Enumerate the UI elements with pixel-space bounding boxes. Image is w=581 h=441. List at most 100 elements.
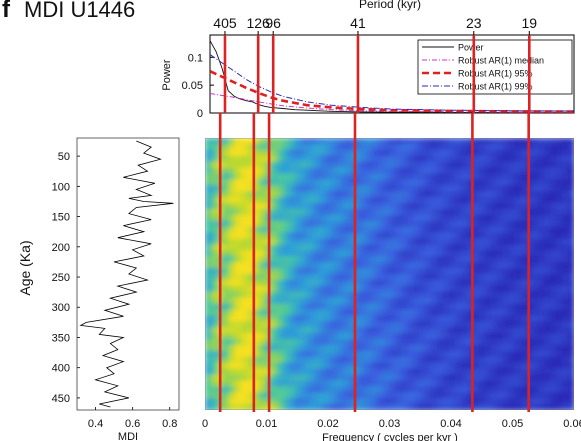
heatmap-cell: [234, 244, 242, 251]
heatmap-cell: [413, 333, 420, 340]
heatmap-cell: [389, 149, 397, 157]
heatmap-cell: [538, 374, 545, 382]
heatmap-cell: [520, 191, 527, 198]
mdi-line: [79, 140, 174, 408]
heatmap-cell: [359, 374, 367, 382]
heatmap-cell: [454, 155, 462, 163]
heatmap-cell: [544, 380, 551, 387]
heatmap-cell: [258, 149, 266, 157]
heatmap-cell: [413, 149, 420, 157]
heatmap-cell: [425, 220, 432, 228]
heatmap-cell: [335, 386, 343, 393]
heatmap-cell: [562, 203, 569, 210]
heatmap-cell: [371, 291, 379, 299]
heatmap-cell: [300, 392, 307, 399]
heatmap-cell: [371, 398, 379, 405]
heatmap-cell: [240, 268, 248, 275]
heatmap-cell: [544, 232, 551, 240]
heatmap-cell: [341, 374, 349, 382]
heatmap-cell: [383, 143, 391, 151]
heatmap-x-tick-label: 0.05: [502, 418, 523, 430]
heatmap-cell: [335, 339, 343, 346]
heatmap-cell: [431, 208, 438, 216]
heatmap-cell: [508, 250, 516, 257]
heatmap-cell: [377, 344, 385, 352]
heatmap-cell: [210, 191, 218, 198]
heatmap-cell: [312, 297, 319, 305]
heatmap-cell: [210, 327, 218, 334]
heatmap-cell: [288, 404, 295, 410]
heatmap-cell: [532, 179, 539, 186]
heatmap-cell: [377, 232, 385, 240]
heatmap-cell: [335, 208, 343, 216]
heatmap-cell: [359, 179, 367, 186]
heatmap-cell: [306, 392, 313, 399]
heatmap-cell: [395, 339, 402, 346]
heatmap-cell: [324, 315, 331, 322]
heatmap-cell: [228, 161, 236, 169]
heatmap-cell: [318, 197, 325, 204]
heatmap-cell: [252, 143, 260, 151]
heatmap-cell: [252, 179, 260, 186]
heatmap-cell: [318, 309, 325, 316]
heatmap-cell: [472, 374, 480, 382]
heatmap-cell: [437, 297, 444, 305]
heatmap-cell: [460, 285, 468, 293]
heatmap-cell: [389, 386, 397, 393]
heatmap-cell: [460, 350, 468, 358]
heatmap-cell: [377, 138, 385, 145]
heatmap-cell: [437, 404, 444, 410]
heatmap-cell: [371, 374, 379, 382]
heatmap-cell: [341, 226, 349, 234]
heatmap-cell: [484, 398, 492, 405]
heatmap-cell: [240, 173, 248, 180]
heatmap-cell: [234, 155, 242, 163]
heatmap-cell: [472, 268, 480, 275]
heatmap-cell: [460, 232, 468, 240]
heatmap-cell: [419, 404, 426, 410]
heatmap-cell: [401, 368, 408, 376]
heatmap-cell: [472, 173, 480, 180]
heatmap-cell: [550, 386, 557, 393]
heatmap-cell: [365, 404, 373, 410]
heatmap-cell: [288, 274, 295, 281]
heatmap-cell: [347, 392, 355, 399]
heatmap-cell: [425, 344, 432, 352]
heatmap-cell: [496, 256, 504, 263]
heatmap-cell: [353, 344, 361, 352]
heatmap-cell: [425, 226, 432, 234]
heatmap-cell: [496, 356, 504, 364]
heatmap-cell: [347, 197, 355, 204]
heatmap-cell: [454, 173, 462, 180]
heatmap-cell: [377, 297, 385, 305]
heatmap-cell: [538, 362, 545, 370]
heatmap-cell: [389, 167, 397, 175]
heatmap-cell: [312, 185, 319, 192]
heatmap-cell: [228, 268, 236, 275]
panel-label: f: [2, 0, 11, 23]
heatmap-cell: [484, 161, 492, 169]
heatmap-cell: [413, 380, 420, 387]
heatmap-cell: [306, 262, 313, 269]
heatmap-cell: [288, 333, 295, 340]
heatmap-cell: [270, 362, 278, 370]
heatmap-cell: [341, 285, 349, 293]
heatmap-cell: [514, 339, 522, 346]
heatmap-cell: [454, 404, 462, 410]
heatmap-cell: [353, 244, 361, 251]
heatmap-cell: [401, 344, 408, 352]
heatmap-cell: [258, 268, 266, 275]
heatmap-cell: [431, 368, 438, 376]
heatmap-cell: [568, 274, 574, 281]
heatmap-cell: [371, 321, 379, 328]
heatmap-cell: [401, 138, 408, 145]
heatmap-cell: [544, 191, 551, 198]
heatmap-cell: [300, 143, 307, 151]
heatmap-cell: [389, 173, 397, 180]
heatmap-cell: [478, 250, 486, 257]
heatmap-cell: [556, 179, 563, 186]
heatmap-cell: [389, 392, 397, 399]
heatmap-cell: [341, 167, 349, 175]
heatmap-cell: [496, 279, 504, 287]
heatmap-cell: [478, 321, 486, 328]
